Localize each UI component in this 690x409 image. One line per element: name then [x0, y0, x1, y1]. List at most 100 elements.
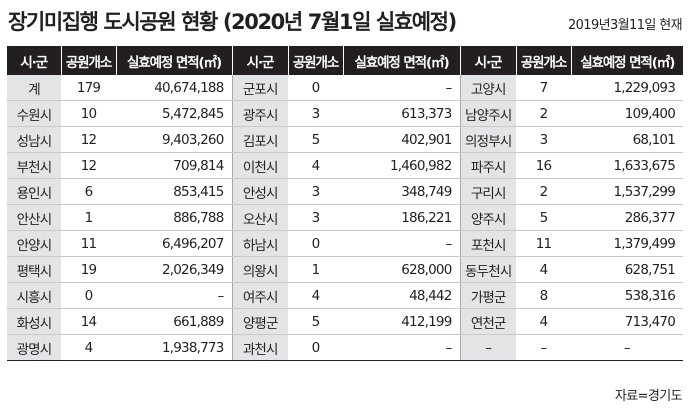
park-count-cell: 5: [288, 308, 343, 335]
region-cell: 계: [7, 75, 61, 101]
header-park-count: 공원개소: [60, 46, 116, 75]
park-count-cell: 16: [516, 152, 571, 179]
region-cell: 과천시: [231, 334, 288, 361]
area-cell: 48,442: [343, 282, 460, 309]
area-cell: 538,316: [571, 282, 683, 309]
park-count-cell: 4: [516, 256, 571, 283]
area-cell: 886,788: [116, 204, 232, 231]
park-count-cell: 0: [288, 334, 343, 361]
park-count-cell: 12: [61, 126, 116, 153]
reference-date: 2019년3월11일 현재: [567, 18, 683, 33]
region-cell: 수원시: [7, 100, 61, 127]
table-row: 안산시 1 886,788 오산시 3 186,221 양주시 5 286,377: [7, 204, 683, 231]
area-cell: 40,674,188: [116, 75, 232, 101]
page-title: 장기미집행 도시공원 현황 (2020년 7월1일 실효예정): [8, 10, 457, 34]
region-cell: 하남시: [231, 230, 288, 257]
area-cell: 1,460,982: [343, 152, 460, 179]
park-count-cell: 179: [61, 75, 116, 101]
park-count-cell: 4: [516, 308, 571, 335]
area-cell: 661,889: [116, 308, 232, 335]
region-cell: 광명시: [7, 334, 61, 361]
header-region: 시·군: [459, 46, 516, 75]
park-count-cell: 14: [61, 308, 116, 335]
region-cell: 성남시: [7, 126, 61, 153]
table-row: 수원시 10 5,472,845 광주시 3 613,373 남양주시 2 109,400: [7, 100, 683, 127]
region-cell: 의정부시: [459, 126, 516, 153]
park-count-cell: 8: [516, 282, 571, 309]
header-park-count: 공원개소: [515, 46, 571, 75]
region-cell: 화성시: [7, 308, 61, 335]
park-count-cell: 4: [288, 152, 343, 179]
area-cell: –: [343, 75, 460, 101]
region-cell: 구리시: [459, 178, 516, 205]
region-cell: 안양시: [7, 230, 61, 257]
region-cell: 평택시: [7, 256, 61, 283]
header-region: 시·군: [7, 46, 61, 75]
region-cell: 이천시: [231, 152, 288, 179]
area-cell: 1,938,773: [116, 334, 232, 361]
area-cell: 1,537,299: [571, 178, 683, 205]
header-region: 시·군: [231, 46, 288, 75]
table-body: 계 179 40,674,188 군포시 0– 고양시 7 1,229,093 수원시 10 5,4…: [7, 75, 683, 361]
region-cell: 고양시: [459, 75, 516, 101]
table-row: 부천시 12 709,814 이천시 4 1,460,982 파주시 16 1,633,675: [7, 152, 683, 179]
area-cell: –: [116, 282, 232, 309]
region-cell: 군포시: [231, 75, 288, 101]
region-cell: –: [459, 334, 516, 361]
table-row: 안양시 11 6,496,207 하남시 0– 포천시 11 1,379,499: [7, 230, 683, 257]
area-cell: 709,814: [116, 152, 232, 179]
region-cell: 여주시: [231, 282, 288, 309]
region-cell: 포천시: [459, 230, 516, 257]
region-cell: 시흥시: [7, 282, 61, 309]
area-cell: 1,633,675: [571, 152, 683, 179]
area-cell: 853,415: [116, 178, 232, 205]
area-cell: 2,026,349: [116, 256, 232, 283]
region-cell: 안성시: [231, 178, 288, 205]
area-cell: 348,749: [343, 178, 460, 205]
park-count-cell: 0: [288, 75, 343, 101]
region-cell: 용인시: [7, 178, 61, 205]
source-note: 자료=경기도: [614, 389, 683, 404]
region-cell: 남양주시: [459, 100, 516, 127]
area-cell: 412,199: [343, 308, 460, 335]
park-count-cell: 3: [288, 178, 343, 205]
park-count-cell: 10: [61, 100, 116, 127]
area-cell: 186,221: [343, 204, 460, 231]
park-count-cell: 5: [288, 126, 343, 153]
area-cell: 628,000: [343, 256, 460, 283]
region-cell: 부천시: [7, 152, 61, 179]
table-row: 계 179 40,674,188 군포시 0– 고양시 7 1,229,093: [7, 75, 683, 101]
table-row: 성남시 12 9,403,260 김포시 5 402,901 의정부시 3 68,101: [7, 126, 683, 153]
park-count-cell: 0: [288, 230, 343, 257]
region-cell: 양평군: [231, 308, 288, 335]
region-cell: 파주시: [459, 152, 516, 179]
area-cell: –: [571, 334, 683, 361]
park-count-cell: 2: [516, 100, 571, 127]
area-cell: 6,496,207: [116, 230, 232, 257]
area-cell: 402,901: [343, 126, 460, 153]
table-row: 광명시 4 1,938,773 과천시 0– – – –: [7, 334, 683, 361]
park-count-cell: 3: [288, 100, 343, 127]
area-cell: 1,229,093: [571, 75, 683, 101]
park-count-cell: 0: [61, 282, 116, 309]
header-area: 실효예정 면적(㎡): [115, 46, 232, 75]
header-park-count: 공원개소: [287, 46, 343, 75]
region-cell: 김포시: [231, 126, 288, 153]
park-count-cell: 11: [516, 230, 571, 257]
region-cell: 안산시: [7, 204, 61, 231]
park-count-cell: 4: [61, 334, 116, 361]
table-header: 시·군 공원개소 실효예정 면적(㎡) 시·군 공원개소 실효예정 면적(㎡) 시·군 공원개…: [7, 46, 683, 75]
park-count-cell: 7: [516, 75, 571, 101]
park-count-cell: 3: [516, 126, 571, 153]
area-cell: 109,400: [571, 100, 683, 127]
park-count-cell: –: [516, 334, 571, 361]
park-count-cell: 4: [288, 282, 343, 309]
table-row: 시흥시 0– 여주시 4 48,442 가평군 8 538,316: [7, 282, 683, 309]
area-cell: 9,403,260: [116, 126, 232, 153]
region-cell: 가평군: [459, 282, 516, 309]
park-count-cell: 6: [61, 178, 116, 205]
region-cell: 의왕시: [231, 256, 288, 283]
parks-table: 시·군 공원개소 실효예정 면적(㎡) 시·군 공원개소 실효예정 면적(㎡) 시·군 공원개…: [7, 46, 683, 361]
park-count-cell: 19: [61, 256, 116, 283]
area-cell: 713,470: [571, 308, 683, 335]
